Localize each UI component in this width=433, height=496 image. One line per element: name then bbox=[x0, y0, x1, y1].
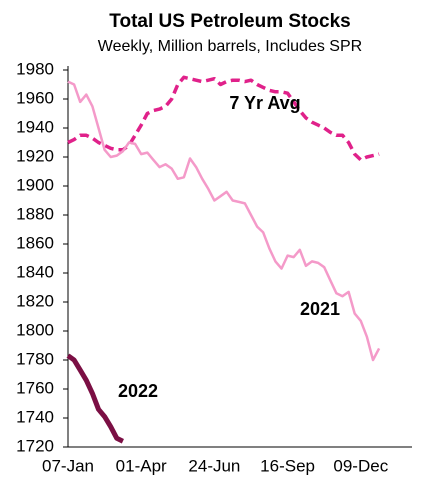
y-tick-label: 1940 bbox=[16, 117, 54, 136]
x-tick-label: 01-Apr bbox=[116, 456, 167, 475]
series-label: 2021 bbox=[300, 299, 340, 319]
y-tick-label: 1880 bbox=[16, 204, 54, 223]
y-tick-label: 1840 bbox=[16, 262, 54, 281]
series-line bbox=[66, 353, 124, 444]
x-tick-label: 09-Dec bbox=[333, 456, 388, 475]
y-tick-label: 1860 bbox=[16, 233, 54, 252]
y-tick-label: 1740 bbox=[16, 407, 54, 426]
series-line bbox=[67, 80, 381, 362]
chart-subtitle: Weekly, Million barrels, Includes SPR bbox=[98, 38, 362, 55]
y-tick-label: 1900 bbox=[16, 175, 54, 194]
series-label: 7 Yr Avg bbox=[229, 93, 300, 113]
chart-title: Total US Petroleum Stocks bbox=[109, 11, 350, 32]
y-tick-label: 1720 bbox=[16, 436, 54, 455]
x-tick-label: 16-Sep bbox=[260, 456, 315, 475]
y-tick-label: 1760 bbox=[16, 378, 54, 397]
y-tick-label: 1820 bbox=[16, 291, 54, 310]
y-tick-label: 1980 bbox=[16, 59, 54, 78]
y-tick-label: 1800 bbox=[16, 320, 54, 339]
x-tick-label: 07-Jan bbox=[42, 456, 94, 475]
x-tick-label: 24-Jun bbox=[188, 456, 240, 475]
series-label: 2022 bbox=[118, 381, 158, 401]
y-tick-label: 1780 bbox=[16, 349, 54, 368]
series-line bbox=[67, 75, 380, 162]
y-tick-label: 1920 bbox=[16, 146, 54, 165]
y-tick-label: 1960 bbox=[16, 88, 54, 107]
